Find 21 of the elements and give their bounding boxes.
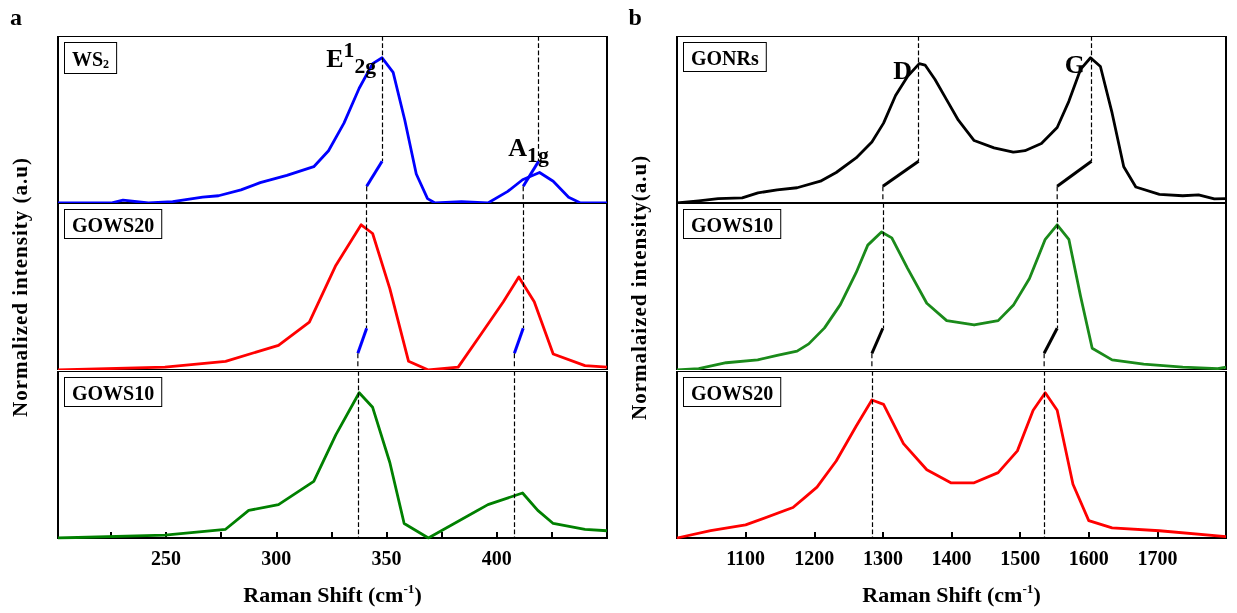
x-tick-label: 300 (261, 546, 292, 569)
y-axis-title: Normalaized intensity(a.u) (626, 154, 652, 420)
x-tick-label: 1600 (1068, 546, 1109, 569)
x-tick-label: 250 (151, 546, 182, 569)
chart-title: b (628, 4, 642, 30)
annotation: GOWS10 (72, 381, 155, 404)
chart-title: a (10, 4, 22, 30)
x-tick-label: 1700 (1136, 546, 1177, 569)
x-tick-label: 1400 (931, 546, 971, 569)
annotation: GOWS20 (72, 214, 155, 237)
annotation: GOWS20 (690, 381, 773, 404)
x-tick-label: 1100 (725, 546, 765, 569)
y-axis-title: Normalized intensity (a.u) (8, 157, 33, 417)
x-tick-label: 400 (481, 546, 512, 569)
x-tick-label: 1300 (862, 546, 903, 569)
x-tick-label: 1500 (999, 546, 1040, 569)
x-tick-label: 350 (371, 546, 402, 569)
annotation: A$_{1g}$ (508, 132, 549, 167)
annotation: GONRs (690, 47, 759, 69)
annotation: GOWS10 (690, 214, 773, 237)
x-tick-label: 1200 (793, 546, 834, 569)
